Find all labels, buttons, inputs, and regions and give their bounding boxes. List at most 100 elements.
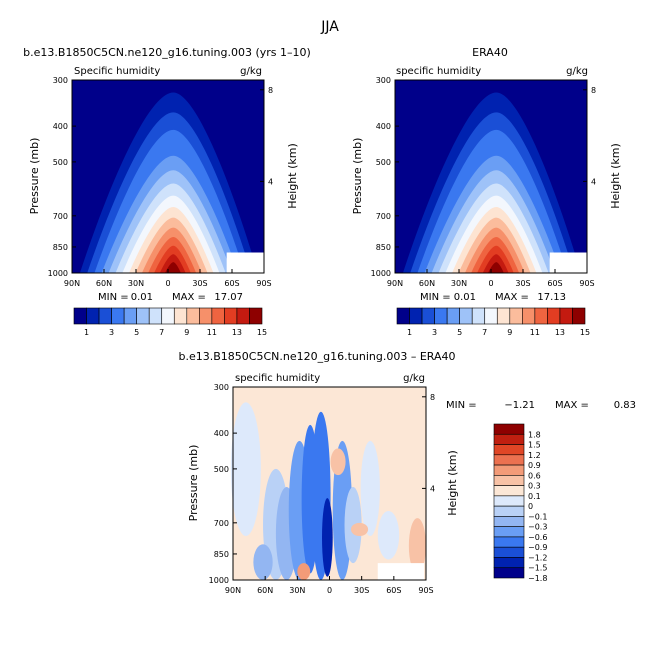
colorbar-label: 5 [457, 328, 462, 337]
x-tick-label: 90S [579, 279, 594, 288]
height-tick-label: 4 [268, 177, 273, 186]
colorbar-swatch [211, 307, 225, 325]
y-tick-label: 700 [376, 212, 391, 221]
y-tick-label: 1000 [48, 269, 68, 278]
panel-era40-ylabel-right: Height (km) [609, 143, 622, 209]
panel-era40-max-value: 17.13 [537, 292, 566, 303]
colorbar-label: −1.8 [528, 574, 547, 583]
colorbar-label: 11 [207, 328, 217, 337]
x-tick-label: 90N [225, 586, 241, 595]
colorbar-label: 3 [109, 328, 114, 337]
panel-model: b.e13.B1850C5CN.ne120_g16.tuning.003 (yr… [23, 46, 311, 337]
panel-model-axes: 90N 60N 30N 0 30S 60S 90S 300 400 500 700 850 1000 8 4 [48, 76, 273, 288]
panel-difference-units: g/kg [403, 373, 425, 384]
x-tick-label: 30N [289, 586, 305, 595]
y-tick-label: 400 [376, 122, 391, 131]
colorbar-swatch [459, 307, 473, 325]
y-tick-label: 300 [214, 383, 229, 392]
panel-difference-ylabel: Pressure (mb) [187, 445, 200, 522]
colorbar-swatch [421, 307, 435, 325]
panel-era40-ylabel: Pressure (mb) [351, 138, 364, 215]
y-tick-label: 1000 [371, 269, 391, 278]
colorbar-label: 9 [507, 328, 512, 337]
height-tick-label: 8 [268, 86, 273, 95]
colorbar-swatch [493, 567, 525, 579]
colorbar-label: 0.3 [528, 482, 541, 491]
colorbar-swatch [136, 307, 150, 325]
y-tick-label: 850 [214, 550, 229, 559]
topography-mask [377, 563, 424, 580]
panel-model-max-label: MAX = [172, 292, 206, 303]
colorbar-swatch [199, 307, 213, 325]
y-tick-label: 500 [376, 158, 391, 167]
anomaly-blob [408, 518, 426, 574]
panel-difference: b.e13.B1850C5CN.ne120_g16.tuning.003 – E… [179, 350, 637, 595]
colorbar-label: −1.2 [528, 553, 547, 562]
colorbar-label: −0.1 [528, 512, 547, 521]
height-tick-label: 4 [430, 484, 435, 493]
colorbar-label: 1 [84, 328, 89, 337]
panel-era40-max-label: MAX = [495, 292, 529, 303]
colorbar-label: −0.9 [528, 543, 547, 552]
colorbar-swatch [161, 307, 175, 325]
colorbar-swatch [493, 546, 525, 558]
colorbar-swatch [396, 307, 410, 325]
x-tick-label: 30S [515, 279, 530, 288]
x-tick-label: 0 [488, 279, 493, 288]
colorbar-swatch [409, 307, 423, 325]
colorbar-swatch [493, 516, 525, 527]
panel-difference-ylabel-right: Height (km) [446, 450, 459, 516]
colorbar-swatch [484, 307, 498, 325]
panel-era40-units: g/kg [566, 66, 588, 77]
colorbar-swatch [236, 307, 250, 325]
colorbar-label: 5 [134, 328, 139, 337]
x-tick-label: 60S [386, 586, 401, 595]
colorbar-label: −1.5 [528, 564, 547, 573]
colorbar-label: 7 [482, 328, 487, 337]
panel-difference-min-value: −1.21 [504, 400, 535, 411]
colorbar-swatch [493, 526, 525, 538]
panel-difference-title: b.e13.B1850C5CN.ne120_g16.tuning.003 – E… [179, 350, 456, 363]
colorbar-swatch [493, 433, 525, 445]
panel-era40-subtitle: specific humidity [396, 66, 481, 77]
colorbar-label: 1.8 [528, 430, 541, 439]
panel-difference-max-value: 0.83 [614, 400, 636, 411]
colorbar-label: −0.6 [528, 533, 547, 542]
colorbar-label: 0 [528, 502, 533, 511]
anomaly-blob [297, 563, 311, 581]
colorbar-swatch [547, 307, 561, 325]
panel-model-ylabel-right: Height (km) [286, 143, 299, 209]
colorbar-label: 15 [257, 328, 267, 337]
panel-era40: ERA40 specific humidity g/kg 90N 60N 30N 0 3… [351, 46, 622, 337]
colorbar-swatch [493, 444, 525, 456]
colorbar-swatch [496, 307, 511, 325]
y-tick-label: 300 [53, 76, 68, 85]
y-tick-label: 400 [53, 122, 68, 131]
anomaly-blob [230, 402, 261, 537]
colorbar-swatch [446, 307, 460, 325]
colorbar-swatch [86, 307, 100, 325]
colorbar-swatch [73, 307, 87, 325]
x-tick-label: 30S [192, 279, 207, 288]
x-tick-label: 0 [327, 586, 332, 595]
panel-model-min-label: MIN = [98, 292, 129, 303]
colorbar-label: 15 [580, 328, 590, 337]
colorbar-swatch [434, 307, 448, 325]
colorbar-label: 1.2 [528, 451, 541, 460]
colorbar-swatch [123, 307, 137, 325]
x-tick-label: 0 [165, 279, 170, 288]
anomaly-blob [350, 522, 369, 537]
colorbar-swatch [493, 423, 525, 435]
colorbar-label: 0.1 [528, 492, 541, 501]
contour-band [488, 262, 504, 273]
colorbar-swatch [493, 495, 525, 507]
colorbar-swatch [493, 505, 525, 517]
colorbar-swatch [493, 485, 525, 497]
x-tick-label: 30N [451, 279, 467, 288]
panel-model-min-value: 0.01 [131, 292, 153, 303]
colorbar-swatch [509, 307, 523, 325]
height-tick-label: 8 [591, 86, 596, 95]
panel-difference-colorbar: 1.81.51.20.90.60.30.10−0.1−0.3−0.6−0.9−1… [493, 423, 547, 583]
x-tick-label: 90S [256, 279, 271, 288]
x-tick-label: 90N [64, 279, 80, 288]
